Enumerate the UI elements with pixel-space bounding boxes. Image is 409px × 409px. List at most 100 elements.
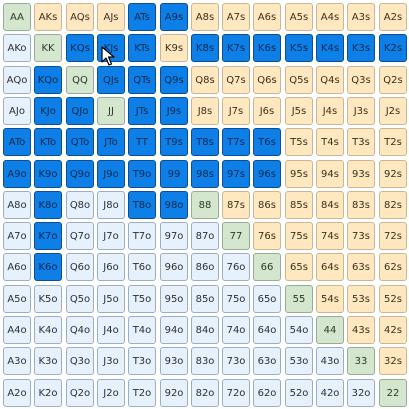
hand-cell-64o[interactable]: 64o	[253, 316, 281, 344]
hand-cell-98s[interactable]: 98s	[191, 160, 219, 188]
hand-cell-j3s[interactable]: J3s	[347, 97, 375, 125]
hand-cell-t6o[interactable]: T6o	[128, 253, 156, 281]
hand-cell-kts[interactable]: KTs	[128, 34, 156, 62]
hand-cell-83s[interactable]: 83s	[347, 191, 375, 219]
hand-cell-j9o[interactable]: J9o	[97, 160, 125, 188]
hand-cell-ajs[interactable]: AJs	[97, 3, 125, 31]
hand-cell-96s[interactable]: 96s	[253, 160, 281, 188]
hand-cell-k8s[interactable]: K8s	[191, 34, 219, 62]
hand-cell-a8o[interactable]: A8o	[3, 191, 31, 219]
hand-cell-95s[interactable]: 95s	[285, 160, 313, 188]
hand-cell-98o[interactable]: 98o	[160, 191, 188, 219]
hand-cell-94o[interactable]: 94o	[160, 316, 188, 344]
hand-cell-72o[interactable]: 72o	[222, 379, 250, 407]
hand-cell-86o[interactable]: 86o	[191, 253, 219, 281]
hand-cell-aqo[interactable]: AQo	[3, 66, 31, 94]
hand-cell-k3o[interactable]: K3o	[34, 347, 62, 375]
hand-cell-ajo[interactable]: AJo	[3, 97, 31, 125]
hand-cell-j3o[interactable]: J3o	[97, 347, 125, 375]
hand-cell-82s[interactable]: 82s	[379, 191, 407, 219]
hand-cell-85o[interactable]: 85o	[191, 285, 219, 313]
hand-cell-82o[interactable]: 82o	[191, 379, 219, 407]
hand-cell-22[interactable]: 22	[379, 379, 407, 407]
hand-cell-95o[interactable]: 95o	[160, 285, 188, 313]
hand-cell-t5o[interactable]: T5o	[128, 285, 156, 313]
hand-cell-a2o[interactable]: A2o	[3, 379, 31, 407]
hand-cell-j8o[interactable]: J8o	[97, 191, 125, 219]
hand-cell-aa[interactable]: AA	[3, 3, 31, 31]
hand-cell-a4s[interactable]: A4s	[316, 3, 344, 31]
hand-cell-83o[interactable]: 83o	[191, 347, 219, 375]
hand-cell-52o[interactable]: 52o	[285, 379, 313, 407]
hand-cell-k8o[interactable]: K8o	[34, 191, 62, 219]
hand-cell-ako[interactable]: AKo	[3, 34, 31, 62]
hand-cell-a6o[interactable]: A6o	[3, 253, 31, 281]
hand-cell-97s[interactable]: 97s	[222, 160, 250, 188]
hand-cell-62o[interactable]: 62o	[253, 379, 281, 407]
hand-cell-j4s[interactable]: J4s	[316, 97, 344, 125]
hand-cell-53o[interactable]: 53o	[285, 347, 313, 375]
hand-cell-a2s[interactable]: A2s	[379, 3, 407, 31]
hand-cell-99[interactable]: 99	[160, 160, 188, 188]
hand-cell-76o[interactable]: 76o	[222, 253, 250, 281]
hand-cell-t3s[interactable]: T3s	[347, 128, 375, 156]
hand-cell-85s[interactable]: 85s	[285, 191, 313, 219]
hand-cell-q8s[interactable]: Q8s	[191, 66, 219, 94]
hand-cell-86s[interactable]: 86s	[253, 191, 281, 219]
hand-cell-j2o[interactable]: J2o	[97, 379, 125, 407]
hand-cell-54o[interactable]: 54o	[285, 316, 313, 344]
hand-cell-a6s[interactable]: A6s	[253, 3, 281, 31]
hand-cell-a9s[interactable]: A9s	[160, 3, 188, 31]
hand-cell-q6o[interactable]: Q6o	[66, 253, 94, 281]
hand-cell-76s[interactable]: 76s	[253, 222, 281, 250]
hand-cell-q5o[interactable]: Q5o	[66, 285, 94, 313]
hand-cell-96o[interactable]: 96o	[160, 253, 188, 281]
hand-cell-k4s[interactable]: K4s	[316, 34, 344, 62]
hand-cell-aks[interactable]: AKs	[34, 3, 62, 31]
hand-cell-63o[interactable]: 63o	[253, 347, 281, 375]
hand-cell-84o[interactable]: 84o	[191, 316, 219, 344]
hand-cell-42o[interactable]: 42o	[316, 379, 344, 407]
hand-cell-55[interactable]: 55	[285, 285, 313, 313]
hand-cell-54s[interactable]: 54s	[316, 285, 344, 313]
hand-cell-87o[interactable]: 87o	[191, 222, 219, 250]
hand-cell-q2s[interactable]: Q2s	[379, 66, 407, 94]
hand-cell-j7o[interactable]: J7o	[97, 222, 125, 250]
hand-cell-kqs[interactable]: KQs	[66, 34, 94, 62]
hand-cell-t7o[interactable]: T7o	[128, 222, 156, 250]
hand-cell-k4o[interactable]: K4o	[34, 316, 62, 344]
hand-cell-65s[interactable]: 65s	[285, 253, 313, 281]
hand-cell-k6o[interactable]: K6o	[34, 253, 62, 281]
hand-cell-t7s[interactable]: T7s	[222, 128, 250, 156]
hand-cell-94s[interactable]: 94s	[316, 160, 344, 188]
hand-cell-k5s[interactable]: K5s	[285, 34, 313, 62]
hand-cell-93o[interactable]: 93o	[160, 347, 188, 375]
hand-cell-j6s[interactable]: J6s	[253, 97, 281, 125]
hand-cell-32o[interactable]: 32o	[347, 379, 375, 407]
hand-cell-kjo[interactable]: KJo	[34, 97, 62, 125]
hand-cell-j4o[interactable]: J4o	[97, 316, 125, 344]
hand-cell-j8s[interactable]: J8s	[191, 97, 219, 125]
hand-cell-kjs[interactable]: KJs	[97, 34, 125, 62]
hand-cell-j5o[interactable]: J5o	[97, 285, 125, 313]
hand-cell-a7o[interactable]: A7o	[3, 222, 31, 250]
hand-cell-k3s[interactable]: K3s	[347, 34, 375, 62]
hand-cell-q7s[interactable]: Q7s	[222, 66, 250, 94]
hand-cell-j7s[interactable]: J7s	[222, 97, 250, 125]
hand-cell-92s[interactable]: 92s	[379, 160, 407, 188]
hand-cell-k6s[interactable]: K6s	[253, 34, 281, 62]
hand-cell-52s[interactable]: 52s	[379, 285, 407, 313]
hand-cell-53s[interactable]: 53s	[347, 285, 375, 313]
hand-cell-44[interactable]: 44	[316, 316, 344, 344]
hand-cell-92o[interactable]: 92o	[160, 379, 188, 407]
hand-cell-j9s[interactable]: J9s	[160, 97, 188, 125]
hand-cell-a3o[interactable]: A3o	[3, 347, 31, 375]
hand-cell-qq[interactable]: QQ	[66, 66, 94, 94]
hand-cell-t2o[interactable]: T2o	[128, 379, 156, 407]
hand-cell-tt[interactable]: TT	[128, 128, 156, 156]
hand-cell-a7s[interactable]: A7s	[222, 3, 250, 31]
hand-cell-q6s[interactable]: Q6s	[253, 66, 281, 94]
hand-cell-32s[interactable]: 32s	[379, 347, 407, 375]
hand-cell-t8s[interactable]: T8s	[191, 128, 219, 156]
hand-cell-jj[interactable]: JJ	[97, 97, 125, 125]
